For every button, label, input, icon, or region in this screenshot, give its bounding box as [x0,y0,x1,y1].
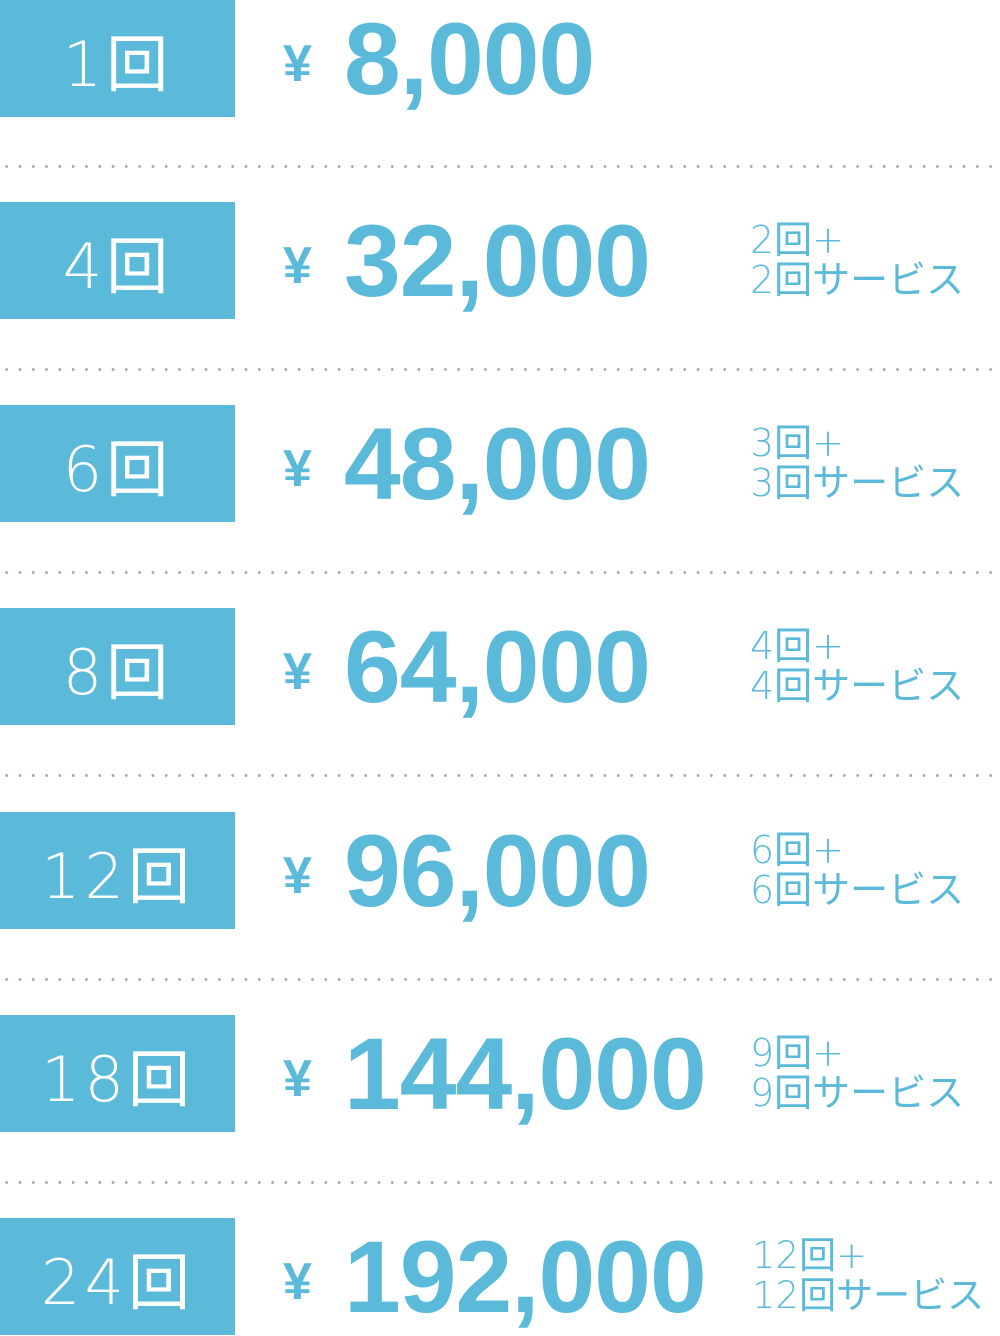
yen-symbol: ¥ [283,35,312,93]
bonus-note-line1: 12回+ [752,1234,868,1277]
price-row: 4回 ¥32,000 2回+ 2回サービス [0,202,1000,320]
session-count-badge: 6回 [0,405,235,522]
price-row: 12回 ¥96,000 6回+ 6回サービス [0,812,1000,930]
session-count-badge: 8回 [0,608,235,725]
yen-symbol: ¥ [283,1050,312,1108]
bonus-note-line2: 12回サービス [752,1274,985,1317]
price-amount: 144,000 [344,1017,707,1131]
price-amount: 8,000 [344,2,595,116]
yen-symbol: ¥ [283,643,312,701]
bonus-note-line2: 4回サービス [750,664,965,708]
bonus-note-line1: 2回+ [750,218,845,262]
bonus-note: 12回+ 12回サービス [752,1236,984,1316]
bonus-note: 2回+ 2回サービス [750,220,964,300]
bonus-note: 9回+ 9回サービス [750,1033,964,1113]
dotted-divider [0,1181,1000,1184]
yen-symbol: ¥ [283,237,312,295]
yen-symbol: ¥ [283,440,312,498]
price-amount: 192,000 [344,1220,707,1334]
bonus-note-line2: 2回サービス [750,258,965,302]
bonus-note-line1: 9回+ [750,1031,845,1075]
session-count-badge: 12回 [0,812,235,929]
bonus-note-line1: 6回+ [750,828,845,872]
dotted-divider [0,368,1000,371]
yen-symbol: ¥ [283,1253,312,1311]
yen-symbol: ¥ [283,847,312,905]
session-count-badge: 1回 [0,0,235,117]
bonus-note-line1: 3回+ [750,421,845,465]
session-count-badge: 18回 [0,1015,235,1132]
dotted-divider [0,165,1000,168]
bonus-note: 6回+ 6回サービス [750,830,964,910]
price-amount: 48,000 [344,407,651,521]
session-count-badge: 4回 [0,202,235,319]
bonus-note: 3回+ 3回サービス [750,423,964,503]
dotted-divider [0,774,1000,777]
price-amount: 96,000 [344,814,651,928]
dotted-divider [0,978,1000,981]
dotted-divider [0,571,1000,574]
bonus-note-line2: 9回サービス [750,1071,965,1115]
price-row: 8回 ¥64,000 4回+ 4回サービス [0,608,1000,726]
price-row: 6回 ¥48,000 3回+ 3回サービス [0,405,1000,523]
bonus-note: 4回+ 4回サービス [750,626,964,706]
price-amount: 32,000 [344,204,651,318]
price-row: 24回 ¥192,000 12回+ 12回サービス [0,1218,1000,1336]
session-count-badge: 24回 [0,1218,235,1335]
bonus-note-line2: 3回サービス [750,461,965,505]
price-amount: 64,000 [344,610,651,724]
bonus-note-line1: 4回+ [750,624,845,668]
bonus-note-line2: 6回サービス [750,868,965,912]
price-row: 1回 ¥8,000 [0,0,1000,118]
price-row: 18回 ¥144,000 9回+ 9回サービス [0,1015,1000,1133]
